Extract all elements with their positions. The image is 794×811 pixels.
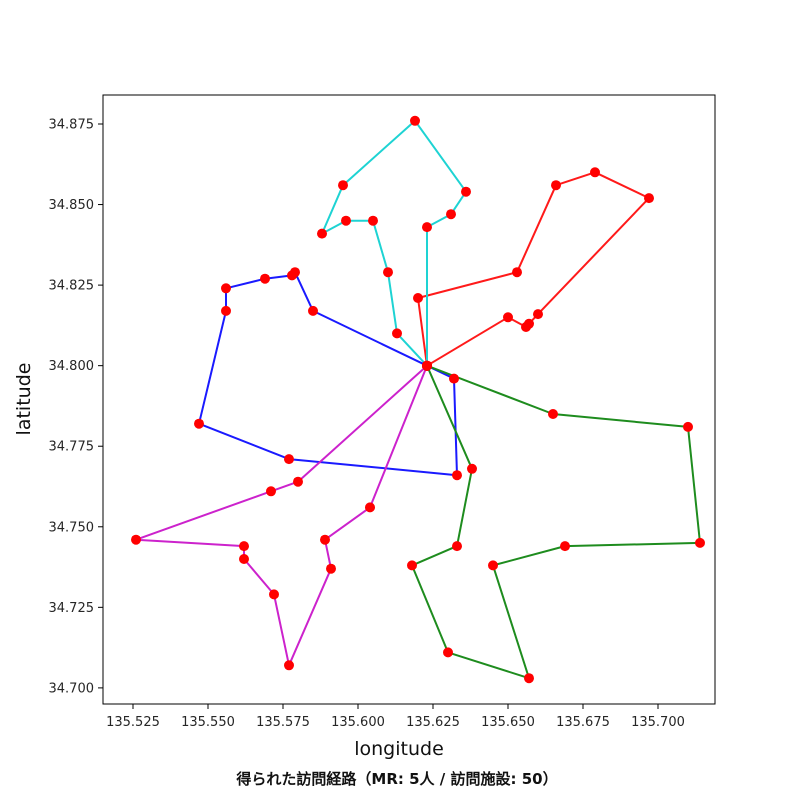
route-magenta-line: [135, 364, 428, 667]
y-tick-label: 34.850: [49, 198, 95, 213]
route-cyan-point-5: [317, 228, 327, 239]
route-green-point-7: [443, 647, 453, 658]
route-magenta-point-3: [326, 563, 336, 574]
route-green-line: [411, 364, 701, 680]
route-cyan-point-6: [338, 180, 348, 191]
x-axis-label: longitude: [354, 738, 444, 760]
figure-caption: 得られた訪問経路（MR: 5人 / 訪問施設: 50）: [236, 770, 558, 788]
route-blue-point-10: [449, 373, 459, 384]
route-cyan-point-10: [422, 222, 432, 233]
route-red-point-4: [590, 167, 600, 178]
route-magenta-point-10: [293, 476, 303, 487]
route-green-point-4: [560, 541, 570, 552]
x-tick-label: 135.675: [556, 715, 610, 730]
y-tick-label: 34.825: [49, 279, 95, 294]
route-cyan-point-1: [392, 328, 402, 339]
route-green-point-9: [452, 541, 462, 552]
route-blue-point-3: [287, 270, 297, 281]
route-magenta-point-2: [320, 534, 330, 545]
route-magenta-point-8: [131, 534, 141, 545]
route-red-line: [417, 171, 650, 367]
y-tick-label: 34.875: [49, 118, 95, 133]
route-cyan-point-3: [368, 215, 378, 226]
route-magenta-point-9: [266, 486, 276, 497]
route-blue-point-6: [221, 305, 231, 316]
route-green-point-8: [407, 560, 417, 571]
y-tick-label: 34.725: [49, 601, 95, 616]
route-green-point-1: [548, 409, 558, 419]
y-tick-label: 34.700: [49, 681, 95, 696]
y-axis-label: latitude: [13, 363, 35, 436]
route-green-point-3: [695, 537, 705, 548]
y-tick-label: 34.800: [49, 359, 95, 374]
route-cyan-point-7: [410, 115, 420, 126]
route-cyan-point-4: [341, 215, 351, 226]
route-green-point-2: [683, 421, 693, 432]
x-tick-label: 135.550: [181, 715, 235, 730]
route-red-point-8: [521, 322, 531, 332]
route-red-point-9: [503, 312, 513, 323]
route-chart: 135.525 135.550 135.575 135.600 135.625 135.6…: [13, 94, 716, 760]
route-red-point-6: [533, 309, 543, 320]
x-tick-label: 135.600: [331, 715, 385, 730]
route-green-point-6: [524, 673, 534, 684]
route-blue-line: [198, 271, 458, 477]
route-cyan-point-8: [461, 186, 471, 197]
route-red-point-1: [413, 293, 423, 303]
route-magenta-point-5: [269, 589, 279, 600]
route-cyan-point-2: [383, 267, 393, 278]
route-magenta-point-11: [422, 360, 432, 371]
y-tick-label: 34.775: [49, 440, 95, 455]
route-blue-point-8: [284, 454, 294, 465]
route-red-point-5: [644, 193, 654, 204]
route-blue-point-7: [194, 418, 204, 429]
route-magenta-point-7: [239, 541, 249, 552]
route-green-point-10: [467, 463, 477, 474]
route-cyan-point-9: [446, 209, 456, 220]
x-axis: 135.525 135.550 135.575 135.600 135.625 135.6…: [106, 704, 685, 730]
y-tick-label: 34.750: [49, 520, 95, 535]
markers-layer: [131, 115, 705, 684]
route-red-point-2: [512, 267, 522, 278]
x-tick-label: 135.525: [106, 715, 160, 730]
x-tick-label: 135.575: [256, 715, 310, 730]
route-magenta-point-6: [239, 554, 249, 564]
route-red-point-3: [551, 180, 561, 191]
route-blue-point-9: [452, 470, 462, 481]
route-blue-point-5: [221, 283, 231, 294]
x-tick-label: 135.625: [406, 715, 460, 730]
route-magenta-point-4: [284, 660, 294, 671]
x-tick-label: 135.650: [481, 715, 535, 730]
route-magenta-point-1: [365, 502, 375, 513]
plot-frame: [102, 94, 716, 705]
route-blue-point-1: [308, 305, 318, 316]
routes-layer: [135, 119, 701, 680]
route-green-point-5: [488, 560, 498, 571]
x-tick-label: 135.700: [631, 715, 685, 730]
route-cyan-line: [321, 119, 467, 367]
route-blue-point-4: [260, 273, 270, 284]
y-axis: 34.700 34.725 34.750 34.775 34.800 34.825 34.8…: [49, 118, 103, 696]
